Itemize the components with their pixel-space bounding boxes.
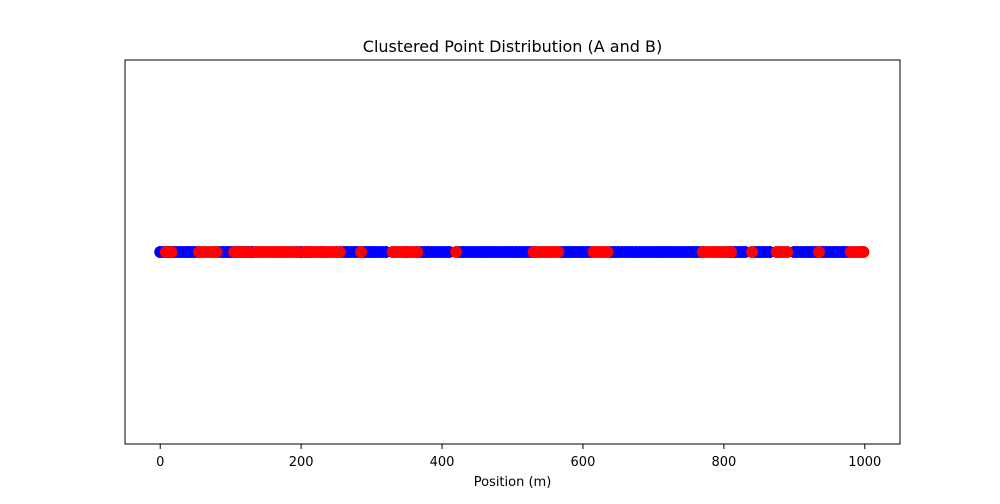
- x-axis-ticks: 0 200 400 600 800 1000: [156, 444, 881, 470]
- scatter-point: [857, 246, 870, 258]
- x-tick-label: 1000: [848, 455, 881, 470]
- plot-frame: [124, 59, 901, 445]
- chart-title: Clustered Point Distribution (A and B): [363, 37, 662, 56]
- x-tick-label: 400: [430, 455, 455, 470]
- scatter-point: [210, 246, 223, 258]
- scatter-point: [450, 246, 463, 258]
- scatter-point: [601, 246, 614, 258]
- scatter-point: [411, 246, 424, 258]
- scatter-point: [781, 246, 794, 258]
- scatter-point: [746, 246, 759, 258]
- scatter-point: [812, 246, 825, 258]
- x-tick-label: 800: [711, 455, 736, 470]
- scatter-point: [552, 246, 565, 258]
- x-tick-label: 600: [571, 455, 596, 470]
- x-tick-label: 200: [289, 455, 314, 470]
- scatter-point: [165, 246, 178, 258]
- x-tick-label: 0: [156, 455, 164, 470]
- points-layer: [154, 246, 870, 258]
- scatter-point: [333, 246, 346, 258]
- scatter-point: [355, 246, 368, 258]
- scatter-point: [724, 246, 737, 258]
- x-axis-label: Position (m): [474, 475, 552, 490]
